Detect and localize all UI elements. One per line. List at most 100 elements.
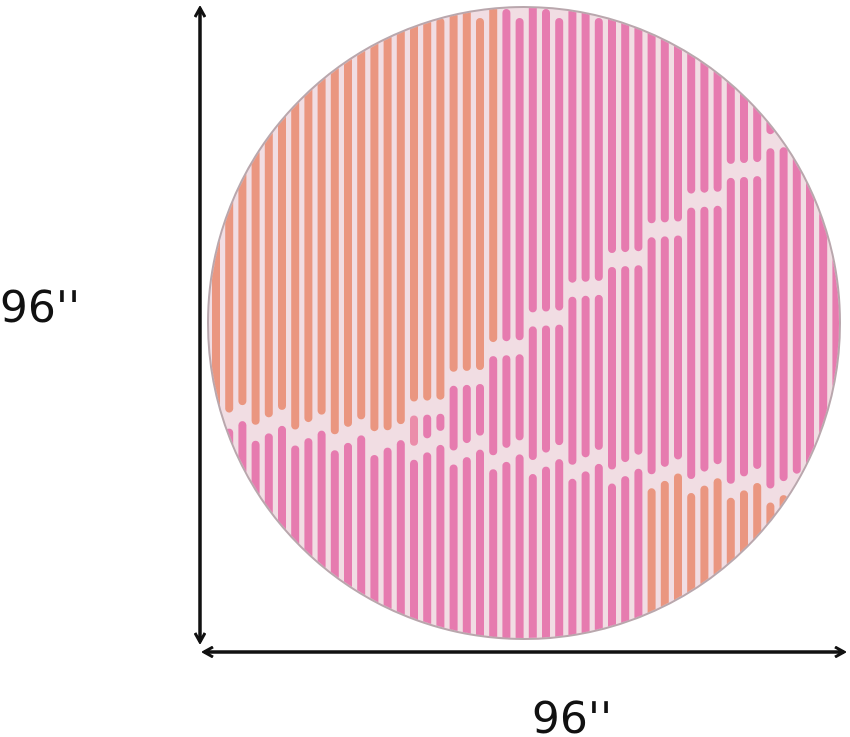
- stripe: [581, 471, 590, 638]
- stripe: [528, 474, 537, 638]
- stripe: [713, 205, 722, 465]
- stripe: [528, 326, 537, 461]
- stripe: [594, 294, 603, 450]
- stripe: [647, 8, 656, 224]
- stripe: [581, 9, 590, 282]
- stripe: [594, 18, 603, 281]
- stripe: [489, 356, 498, 456]
- stripe: [792, 487, 801, 638]
- stripe: [462, 9, 471, 371]
- stripe: [713, 18, 722, 192]
- stripe: [396, 18, 405, 425]
- stripe: [687, 493, 696, 638]
- stripe: [344, 442, 352, 638]
- stripe: [449, 385, 458, 451]
- stripe: [779, 9, 788, 134]
- stripe: [449, 8, 458, 372]
- stripe: [383, 9, 392, 431]
- stripe: [806, 507, 814, 638]
- stripe: [410, 8, 418, 402]
- stripe: [383, 447, 392, 638]
- stripe: [304, 9, 313, 423]
- stripe: [832, 492, 839, 638]
- stripe: [674, 235, 682, 460]
- stripe: [753, 482, 762, 638]
- stripe: [832, 18, 839, 103]
- stripe: [357, 18, 366, 420]
- stripe: [647, 237, 656, 475]
- stripe: [542, 9, 550, 312]
- stripe: [542, 466, 550, 638]
- stripe: [819, 9, 828, 104]
- stripe: [740, 9, 748, 163]
- stripe: [264, 433, 273, 638]
- stripe: [819, 499, 828, 638]
- stripe: [700, 206, 709, 472]
- stripe: [357, 435, 366, 638]
- stripe: [766, 8, 775, 135]
- stripe: [410, 415, 418, 446]
- stripe: [476, 384, 484, 436]
- stripe: [476, 449, 484, 638]
- stripe: [608, 483, 616, 638]
- stripe: [278, 18, 286, 410]
- stripe: [792, 146, 801, 474]
- stripe: [462, 457, 471, 638]
- stripe: [489, 469, 498, 638]
- stripe: [753, 176, 762, 469]
- stripe: [700, 9, 709, 193]
- stripe: [608, 267, 616, 470]
- stripe: [515, 354, 524, 441]
- stripe: [594, 463, 603, 638]
- stripe: [713, 478, 722, 638]
- stripe: [330, 450, 339, 638]
- stripe: [581, 295, 590, 458]
- stripe: [528, 8, 537, 313]
- stripe: [344, 9, 352, 427]
- stripe: [568, 478, 577, 638]
- stripe: [502, 461, 511, 638]
- stripe: [436, 413, 445, 431]
- stripe: [687, 207, 696, 480]
- stripe: [674, 473, 682, 638]
- stripe: [779, 495, 788, 638]
- stripe: [555, 459, 564, 638]
- stripe: [291, 445, 300, 638]
- stripe: [634, 18, 643, 252]
- stripe: [726, 497, 735, 638]
- stripe: [476, 18, 484, 370]
- stripe: [621, 476, 630, 638]
- stripe: [370, 455, 379, 638]
- stripe: [251, 8, 260, 425]
- stripe: [423, 414, 432, 439]
- stripe: [779, 147, 788, 482]
- stripe: [621, 266, 630, 463]
- stripe: [238, 421, 247, 638]
- stripe: [634, 265, 643, 455]
- stripe: [792, 18, 801, 133]
- stripe: [621, 9, 630, 253]
- stripe: [687, 8, 696, 194]
- stripe: [396, 440, 405, 638]
- stripe: [423, 452, 432, 638]
- stripe: [740, 490, 748, 638]
- stripe: [660, 236, 669, 467]
- stripe: [568, 296, 577, 465]
- stripe: [766, 148, 775, 489]
- stripe: [212, 436, 220, 638]
- stripe: [660, 480, 669, 638]
- stripe: [806, 118, 814, 494]
- stripe: [462, 384, 471, 444]
- stripe: [568, 8, 577, 283]
- stripe: [317, 18, 326, 415]
- stripe: [555, 18, 564, 311]
- stripe: [726, 177, 735, 484]
- stripe: [238, 18, 247, 406]
- stripe: [660, 9, 669, 223]
- stripe: [291, 8, 300, 430]
- height-label: 96'': [0, 282, 80, 333]
- width-label: 96'': [532, 693, 612, 737]
- stripe: [515, 18, 524, 341]
